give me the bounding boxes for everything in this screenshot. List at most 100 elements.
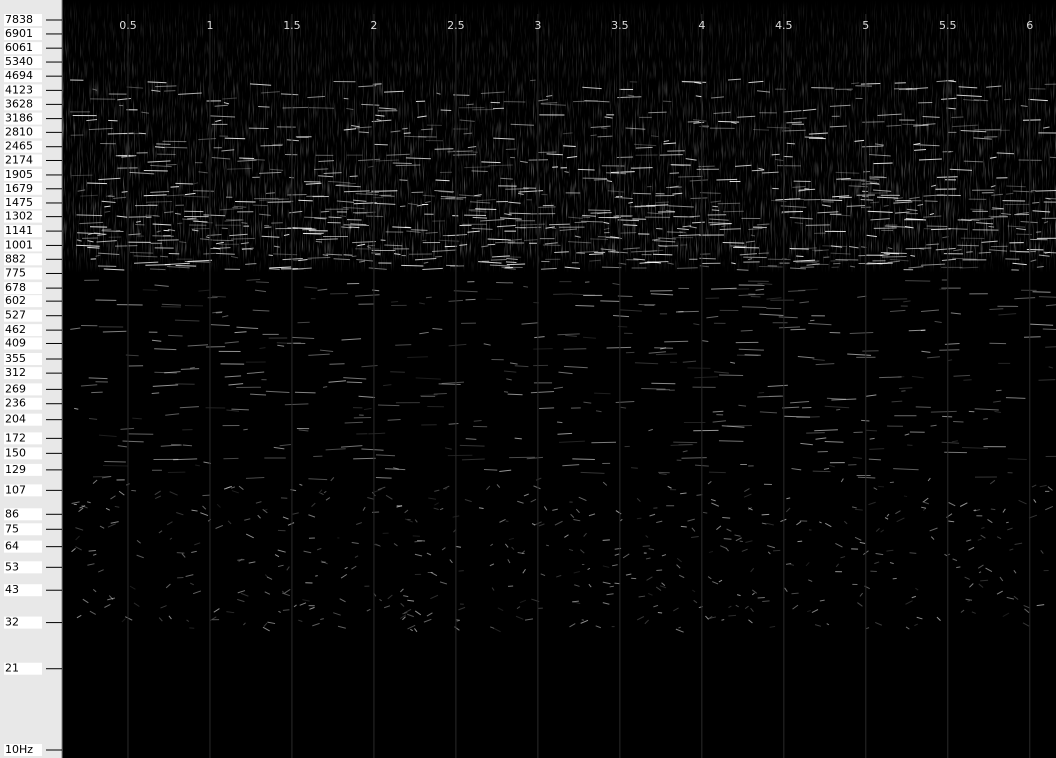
frequency-label-box [4, 584, 42, 597]
streak [716, 178, 738, 181]
streak [610, 236, 621, 239]
streak [161, 303, 182, 306]
streak [384, 244, 403, 247]
streak [407, 356, 428, 359]
streak [121, 190, 129, 193]
streak [129, 251, 154, 254]
streak [680, 525, 687, 528]
streak [797, 356, 815, 359]
streak [434, 189, 455, 193]
streak [616, 156, 633, 159]
time-tick-label: 3 [534, 19, 541, 32]
streak [108, 595, 114, 600]
streak [1002, 508, 1006, 513]
streak [590, 238, 609, 240]
frequency-tick-label: 4694 [5, 69, 33, 82]
frequency-tick-label: 6061 [5, 41, 33, 54]
streak [1044, 83, 1056, 85]
streak [680, 492, 687, 495]
streak [691, 535, 699, 538]
streak [234, 331, 247, 334]
streak [589, 259, 601, 262]
streak [373, 488, 382, 493]
streak [307, 95, 325, 99]
streak [998, 313, 1017, 316]
streak [176, 552, 185, 554]
streak [414, 553, 423, 557]
streak [557, 432, 573, 435]
streak [895, 510, 901, 515]
streak [631, 250, 657, 253]
streak [633, 258, 645, 261]
streak [504, 543, 509, 548]
streak [273, 245, 280, 248]
streak [281, 590, 286, 595]
streak [679, 230, 687, 234]
streak [298, 429, 309, 432]
streak [236, 326, 259, 330]
streak [540, 573, 546, 577]
streak [193, 220, 208, 223]
streak [238, 485, 244, 491]
streak [1036, 604, 1045, 607]
streak [963, 160, 983, 163]
streak [222, 97, 237, 100]
streak [495, 241, 516, 244]
streak [490, 626, 495, 629]
streak [869, 201, 880, 204]
streak [237, 590, 246, 594]
streak [648, 351, 666, 354]
frequency-label-box [4, 70, 42, 83]
streak [908, 266, 924, 269]
streak [767, 545, 775, 549]
streak [601, 266, 622, 269]
streak [164, 262, 190, 266]
streak [243, 428, 248, 431]
streak [410, 628, 413, 632]
streak [265, 390, 290, 394]
streak [390, 371, 405, 373]
streak [701, 340, 709, 343]
streak [210, 616, 217, 621]
streak [1039, 484, 1047, 488]
streak [744, 488, 750, 493]
streak [728, 614, 737, 617]
streak [80, 194, 98, 197]
streak [124, 616, 133, 621]
streak [436, 92, 441, 95]
streak [202, 494, 210, 497]
streak [221, 149, 235, 152]
streak [588, 583, 592, 588]
streak [808, 132, 828, 135]
streak [723, 538, 732, 540]
streak [530, 391, 555, 394]
streak [653, 253, 673, 256]
streak [782, 129, 806, 132]
streak [781, 211, 789, 214]
streak [603, 221, 610, 224]
streak [377, 486, 386, 491]
streak [718, 440, 744, 442]
streak [921, 350, 931, 353]
streak [368, 165, 375, 168]
streak [531, 523, 536, 526]
streak [185, 192, 196, 196]
streak [942, 415, 953, 418]
streak [473, 420, 482, 422]
streak [648, 111, 667, 114]
streak [268, 254, 273, 256]
streak [154, 495, 161, 499]
streak [920, 309, 940, 312]
streak [458, 194, 481, 197]
streak [211, 295, 226, 298]
streak [1036, 231, 1042, 233]
streak [316, 547, 322, 551]
streak [71, 174, 93, 177]
streak [983, 418, 988, 420]
frequency-label-box [4, 413, 42, 426]
streak [77, 232, 101, 235]
streak [77, 189, 86, 192]
streak [607, 190, 624, 193]
frequency-label-box [4, 397, 42, 410]
streak [891, 400, 903, 403]
